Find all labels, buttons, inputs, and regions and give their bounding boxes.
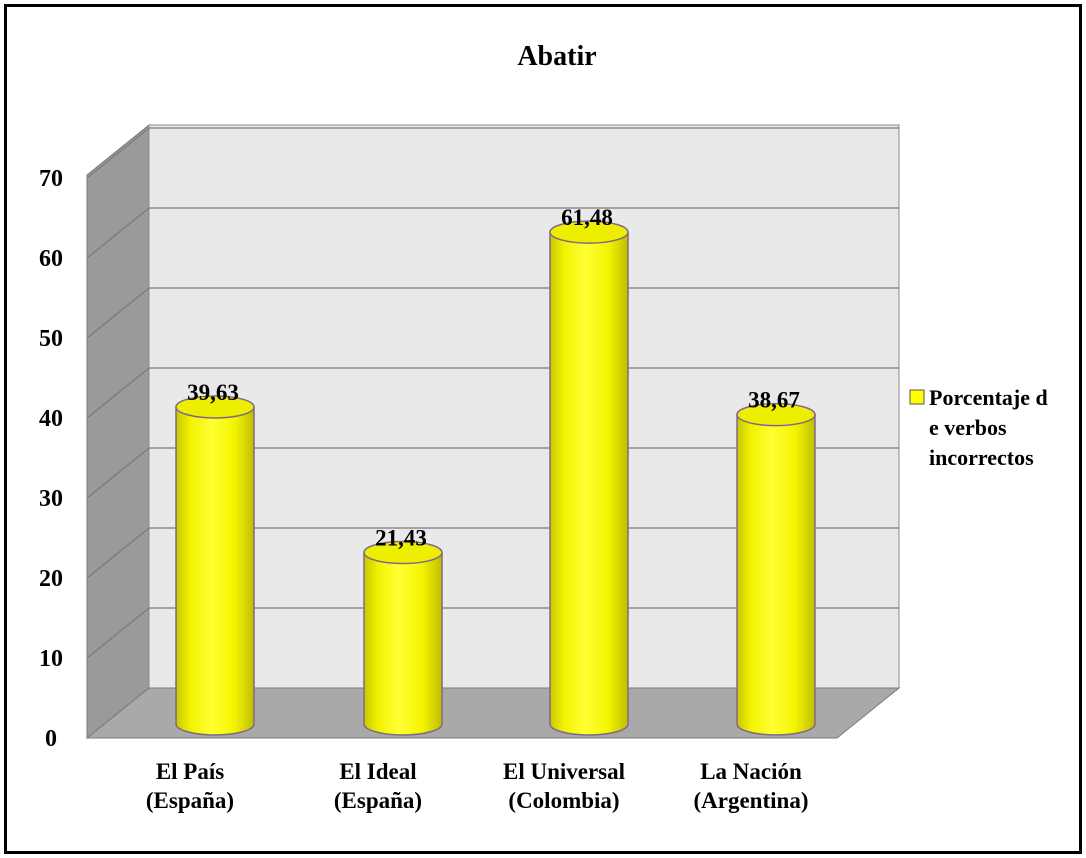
y-tick-label: 0 — [45, 726, 57, 752]
bar-body — [736, 413, 816, 736]
gridline-side — [86, 207, 150, 259]
y-tick-label: 60 — [39, 246, 63, 272]
bar-top — [736, 402, 816, 427]
bar-top — [549, 220, 629, 244]
gridline-side — [86, 447, 150, 499]
chart-floor — [85, 687, 901, 739]
bars: 39,63 21,43 61,48 38,67 — [175, 205, 816, 736]
bar-body — [549, 231, 629, 736]
bar: 39,63 — [175, 380, 255, 736]
chart-title: Abatir — [517, 41, 596, 72]
x-axis-categories: El País (España) El Ideal (España) El Univer… — [146, 759, 809, 813]
x-category-label: La Nación (Argentina) — [694, 759, 809, 813]
legend-label: e verbos — [929, 415, 1007, 440]
legend: Porcentaje d e verbos incorrectos — [909, 385, 1048, 470]
gridline-side — [86, 607, 150, 659]
bar-top — [363, 540, 443, 565]
data-label: 39,63 — [187, 380, 239, 405]
bar: 21,43 — [363, 526, 443, 736]
y-tick-label: 20 — [39, 566, 63, 592]
x-category-label: El País (España) — [146, 759, 234, 813]
y-axis-ticks: 0 10 20 30 40 50 60 70 — [39, 166, 63, 752]
x-category-label: El Universal (Colombia) — [503, 759, 625, 813]
data-label: 38,67 — [748, 388, 800, 413]
bar: 61,48 — [549, 205, 629, 736]
y-tick-label: 10 — [39, 646, 63, 672]
bar: 38,67 — [736, 388, 816, 736]
gridline-side — [86, 367, 150, 419]
y-tick-label: 70 — [39, 166, 63, 192]
y-tick-label: 50 — [39, 326, 63, 352]
bar-top — [175, 395, 255, 419]
gridline-side — [86, 527, 150, 579]
legend-label: incorrectos — [929, 445, 1034, 470]
data-label: 21,43 — [375, 526, 427, 551]
chart-frame: 0 10 20 30 40 50 60 70 39,63 21,43 61,48 38,67 El … — [4, 4, 1082, 854]
gridline-side — [86, 287, 150, 339]
legend-label: Porcentaje d — [929, 385, 1048, 410]
bar-body — [175, 406, 255, 736]
y-tick-label: 40 — [39, 406, 63, 432]
gridline-side — [86, 127, 150, 179]
chart-side-wall — [86, 123, 150, 740]
bar-body — [363, 551, 443, 736]
legend-swatch — [909, 389, 925, 405]
y-tick-label: 30 — [39, 486, 63, 512]
data-label: 61,48 — [561, 205, 613, 230]
bar-chart: 0 10 20 30 40 50 60 70 39,63 21,43 61,48 38,67 El … — [39, 41, 1048, 813]
x-category-label: El Ideal (España) — [334, 759, 422, 813]
